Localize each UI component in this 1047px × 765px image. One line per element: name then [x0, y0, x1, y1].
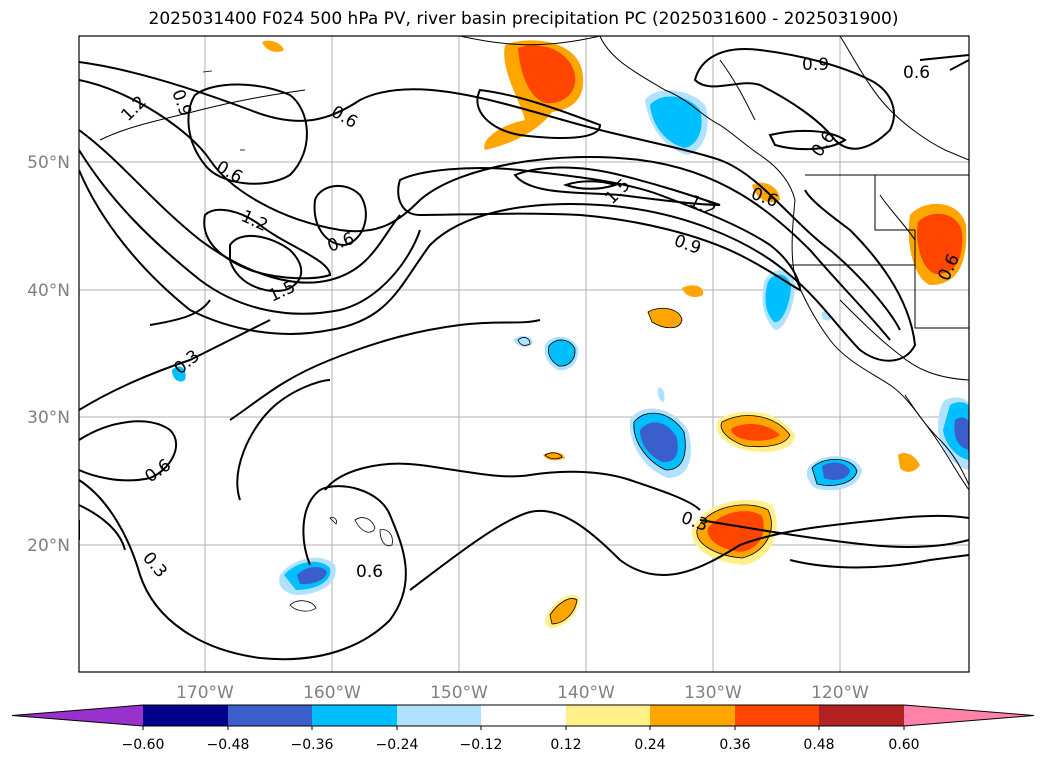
lon-label: 130°W — [684, 683, 742, 703]
lon-label: 150°W — [430, 683, 488, 703]
colorbar-tick-label: −0.60 — [122, 737, 165, 753]
colorbar-under-triangle — [12, 705, 143, 726]
colorbar-tick-label: 0.60 — [888, 737, 919, 753]
map-frame — [78, 35, 970, 673]
colorbar-tick-label: −0.12 — [460, 737, 503, 753]
lat-label: 20°N — [27, 536, 70, 556]
colorbar-segment — [143, 705, 228, 726]
colorbar-tick-label: 0.36 — [719, 737, 750, 753]
colorbar-segment — [481, 705, 566, 726]
lon-label: 120°W — [811, 683, 869, 703]
longitude-labels: 170°W 160°W 150°W 140°W 130°W 120°W — [176, 683, 869, 703]
colorbar: −0.60 −0.48 −0.36 −0.24 −0.12 0.12 0.24 … — [11, 704, 1035, 753]
lat-label: 50°N — [27, 153, 70, 173]
colorbar-segment — [228, 705, 312, 726]
contour-label: 0.6 — [356, 562, 383, 582]
lat-label: 30°N — [27, 408, 70, 428]
lat-label: 40°N — [27, 281, 70, 301]
latitude-labels: 50°N 40°N 30°N 20°N — [27, 153, 70, 556]
islands — [202, 70, 563, 612]
contour-label: 0.9 — [802, 55, 829, 75]
colorbar-segment — [735, 705, 819, 726]
map-title: 2025031400 F024 500 hPa PV, river basin … — [148, 9, 899, 29]
colorbar-over-triangle — [904, 705, 1034, 726]
lon-label: 160°W — [303, 683, 361, 703]
lon-label: 170°W — [176, 683, 234, 703]
colorbar-tick-label: 0.12 — [550, 737, 581, 753]
colorbar-segment — [650, 705, 735, 726]
lon-label: 140°W — [557, 683, 615, 703]
colorbar-segment — [819, 705, 904, 726]
colorbar-segment — [312, 705, 397, 726]
colorbar-tick-label: −0.48 — [207, 737, 250, 753]
colorbar-segment — [397, 705, 481, 726]
colorbar-tick-label: 0.48 — [803, 737, 834, 753]
colorbar-tick-label: −0.36 — [291, 737, 334, 753]
coastlines — [99, 36, 969, 491]
colorbar-segment — [566, 705, 650, 726]
pv-contours — [79, 48, 969, 661]
colorbar-tick-label: −0.24 — [376, 737, 419, 753]
contour-label: 0.6 — [903, 63, 930, 83]
colorbar-tick-label: 0.24 — [634, 737, 665, 753]
